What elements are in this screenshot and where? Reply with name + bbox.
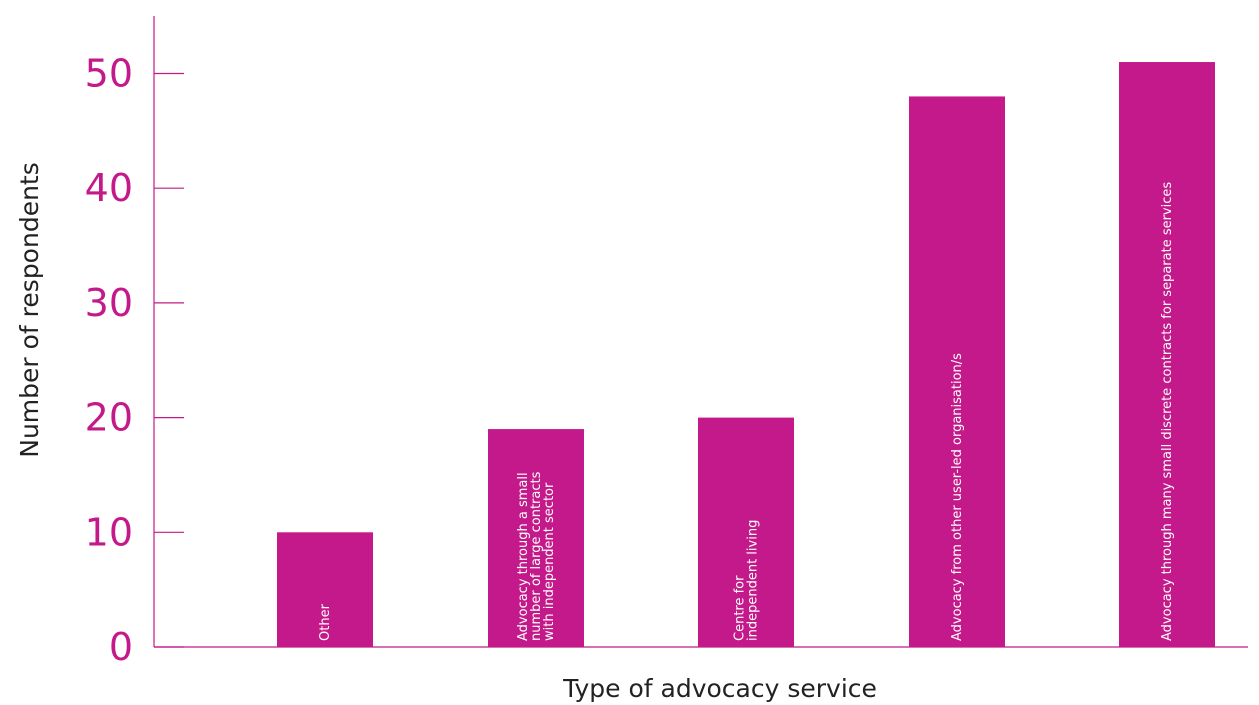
- y-axis-ticks: 0 10 20 30 40 50: [85, 52, 184, 669]
- bar-label-line: Other: [318, 603, 333, 641]
- bar-label-line: number of large contracts: [529, 471, 544, 641]
- y-tick-label: 50: [85, 52, 133, 96]
- bar: [909, 96, 1005, 647]
- y-tick-label: 10: [85, 510, 133, 554]
- x-axis-title: Type of advocacy service: [562, 674, 877, 703]
- y-tick-label: 20: [85, 396, 133, 440]
- y-tick-label: 0: [109, 625, 133, 669]
- bar: [698, 417, 794, 647]
- bar-label-line: Advocacy through many small discrete con…: [1160, 182, 1175, 641]
- bar-label-line: Centre for: [733, 575, 748, 641]
- y-tick-label: 30: [85, 281, 133, 325]
- y-axis-title: Number of respondents: [15, 162, 44, 457]
- bar-category-label: Other: [318, 603, 333, 641]
- bar-label-line: with independent sector: [542, 482, 557, 641]
- bar-label-line: Advocacy from other user-led organisatio…: [950, 353, 965, 641]
- y-tick-label: 40: [85, 166, 133, 210]
- bar: [488, 429, 584, 647]
- bar-label-line: Advocacy through a small: [516, 472, 531, 641]
- bar-label-line: independent living: [746, 520, 761, 641]
- bar: [277, 532, 373, 647]
- bar-category-label: Advocacy through many small discrete con…: [1160, 182, 1175, 641]
- bar: [1119, 62, 1215, 647]
- bar-category-label: Advocacy from other user-led organisatio…: [950, 353, 965, 641]
